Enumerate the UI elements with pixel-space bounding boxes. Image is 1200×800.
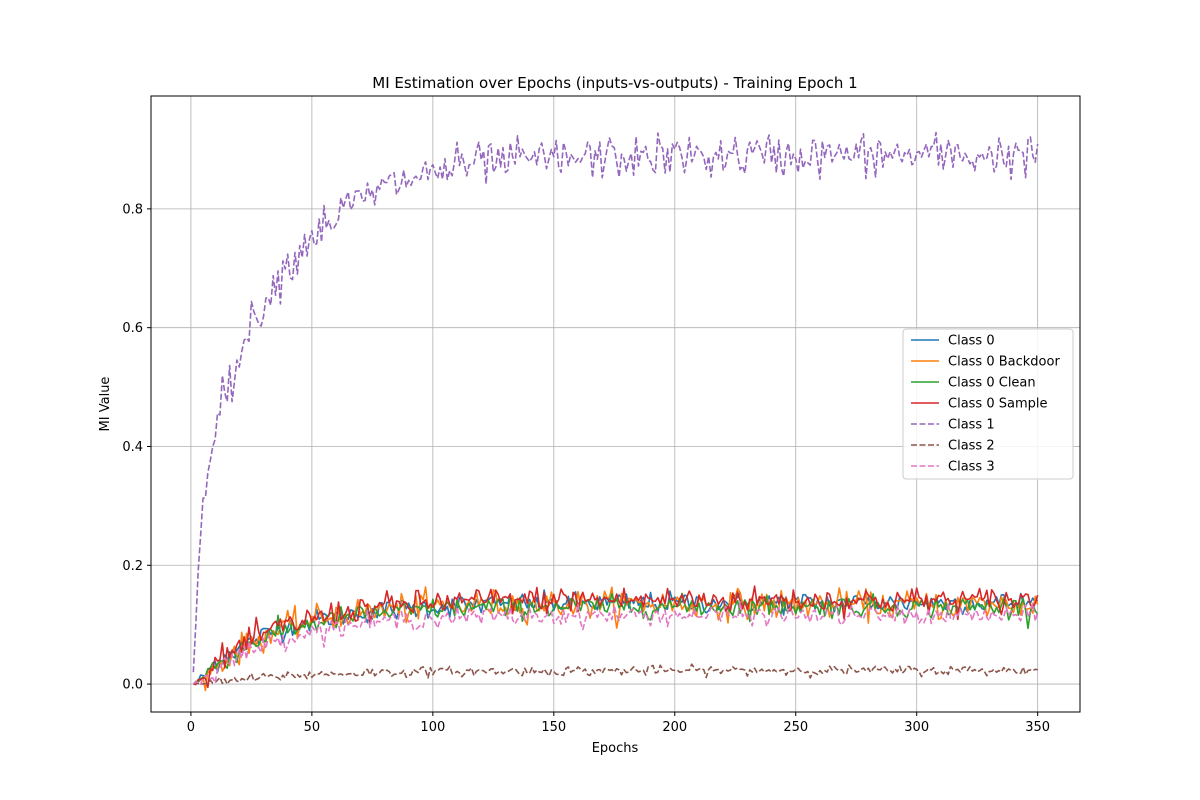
axes-frame — [150, 95, 1081, 713]
x-tick-label: 150 — [541, 720, 566, 735]
legend-label-4: Class 1 — [948, 418, 995, 433]
legend-label-5: Class 2 — [948, 439, 995, 454]
legend: Class 0 Class 0 Backdoor Class 0 Clean Clas… — [902, 328, 1074, 480]
legend-label-3: Class 0 Sample — [948, 397, 1047, 412]
legend-label-0: Class 0 — [948, 334, 995, 349]
legend-box — [902, 328, 1074, 480]
y-tick-label: 0.8 — [122, 202, 143, 217]
series-line-5 — [193, 663, 1038, 685]
x-tick-label: 250 — [783, 720, 808, 735]
series-line-1 — [192, 586, 1039, 692]
series-line-6 — [192, 601, 1039, 686]
y-axis-label: MI Value — [98, 377, 113, 432]
x-tick-label: 50 — [304, 720, 321, 735]
legend-label-2: Class 0 Clean — [948, 376, 1036, 391]
x-tick-label: 0 — [187, 720, 195, 735]
y-tick-label: 0.4 — [122, 440, 143, 455]
series-line-3 — [193, 585, 1039, 689]
series-line-4 — [192, 131, 1039, 673]
series-line-2 — [192, 592, 1039, 685]
x-tick-label: 100 — [420, 720, 445, 735]
y-tick-label: 0.6 — [122, 321, 143, 336]
chart-title: MI Estimation over Epochs (inputs-vs-out… — [372, 74, 857, 92]
x-tick-label: 200 — [662, 720, 687, 735]
legend-label-1: Class 0 Backdoor — [948, 355, 1060, 370]
y-tick-label: 0.2 — [122, 559, 143, 574]
y-tick-label: 0.0 — [122, 678, 143, 693]
x-tick-label: 300 — [904, 720, 929, 735]
x-tick-label: 350 — [1025, 720, 1050, 735]
x-axis-label: Epochs — [592, 741, 639, 756]
legend-label-6: Class 3 — [948, 460, 995, 475]
